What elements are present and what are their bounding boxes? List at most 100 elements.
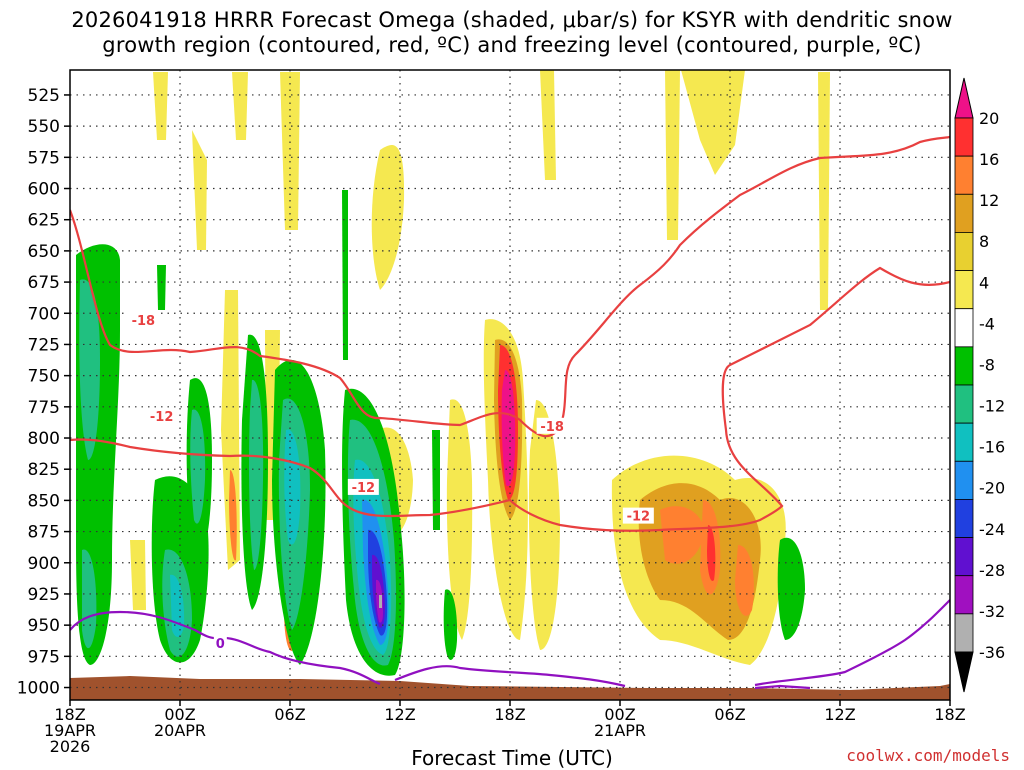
isotherm-minus18	[70, 135, 950, 438]
x-tick-label: 00Z	[164, 705, 195, 724]
omega-neg-area	[342, 190, 348, 360]
freezing-level-0c	[754, 684, 811, 690]
colorbar-swatch	[954, 537, 974, 577]
colorbar-label: -20	[979, 479, 1005, 498]
x-tick-label: 18Z	[494, 705, 525, 724]
omega-neg-area	[432, 430, 440, 530]
contour-label-bg	[127, 311, 159, 328]
omega-pos-area	[280, 72, 300, 230]
colorbar-label: 12	[979, 191, 999, 210]
omega-pos-area	[371, 145, 405, 290]
contour-label-bg	[146, 407, 178, 424]
colorbar-swatch	[954, 117, 974, 157]
y-tick-label: 925	[28, 585, 60, 605]
y-tick-label: 600	[28, 180, 60, 200]
x-tick-label: 18Z	[54, 705, 85, 724]
contour-label-bg	[622, 507, 654, 524]
isotherm-label: -12	[352, 481, 376, 496]
contour-labels: -18 -12 -12 -18 -12 0	[127, 311, 654, 652]
omega-shading	[70, 70, 950, 700]
colorbar-label: 20	[979, 109, 999, 128]
colorbar-label: 8	[979, 232, 989, 251]
omega-strong-area	[707, 525, 716, 581]
x-tick-label: 19APR	[44, 721, 96, 740]
contour-label-bg	[536, 417, 568, 434]
colorbar-label: -12	[979, 397, 1005, 416]
y-tick-label: 825	[28, 460, 60, 480]
omega-pos-area	[232, 72, 248, 140]
omega-neg-strong	[284, 429, 301, 545]
colorbar-swatch	[954, 346, 974, 386]
y-tick-label: 850	[28, 491, 60, 511]
omega-strong-area	[501, 370, 516, 487]
y-tick-label: 1000	[17, 679, 60, 699]
omega-neg-strong	[379, 595, 382, 608]
colorbar-swatch	[954, 232, 974, 271]
colorbar: 20 16 12 8 4 -4 -8 -12 -16 -20 -24 -28 -32 -36	[954, 77, 1005, 693]
x-tick-label: 12Z	[384, 705, 415, 724]
x-axis-label: Forecast Time (UTC)	[411, 746, 613, 770]
colorbar-label: -16	[979, 438, 1005, 457]
y-tick-label: 875	[28, 523, 60, 543]
omega-pos-area	[130, 540, 146, 610]
y-tick-label: 900	[28, 554, 60, 574]
x-tick-label: 20APR	[154, 721, 206, 740]
y-tick-label: 725	[28, 335, 60, 355]
y-tick-label: 975	[28, 647, 60, 667]
y-tick-label: 650	[28, 242, 60, 262]
omega-neg-strong	[82, 549, 97, 649]
omega-pos-area	[192, 130, 207, 250]
omega-pos-area	[665, 70, 680, 240]
colorbar-swatch	[954, 193, 974, 233]
colorbar-label: 4	[979, 273, 989, 292]
colorbar-label: -36	[979, 643, 1005, 662]
contour-label-bg	[213, 634, 227, 651]
omega-pos-area	[153, 72, 168, 140]
omega-strong-area	[660, 506, 705, 564]
credit-text: coolwx.com/models	[846, 746, 1010, 765]
colorbar-swatch	[954, 499, 974, 538]
colorbar-bottom-arrow	[954, 651, 974, 693]
chart-title-line-1: 2026041918 HRRR Forecast Omega (shaded, …	[71, 8, 953, 32]
colorbar-swatch	[954, 460, 974, 500]
omega-neg-area	[443, 589, 458, 660]
x-tick-label: 12Z	[824, 705, 855, 724]
y-tick-label: 575	[28, 148, 60, 168]
colorbar-swatch	[954, 155, 974, 195]
omega-strong-area	[229, 470, 237, 561]
isotherm-label: -12	[150, 410, 174, 425]
y-tick-label: 950	[28, 616, 60, 636]
colorbar-swatch	[954, 308, 974, 348]
contour-label-bg	[347, 478, 379, 495]
chart-title-line-2: growth region (contoured, red, ºC) and f…	[102, 33, 922, 57]
omega-pos-area	[446, 399, 473, 640]
y-tick-label: 750	[28, 367, 60, 387]
isotherm-label: -18	[540, 420, 564, 435]
omega-neg-strong	[79, 279, 100, 460]
y-tick-label: 775	[28, 398, 60, 418]
isotherm-label: -12	[627, 510, 651, 525]
omega-pos-area	[818, 72, 830, 310]
colorbar-swatch	[954, 384, 974, 424]
x-tick-label: 21APR	[594, 721, 646, 740]
colorbar-label: -8	[979, 355, 995, 374]
isotherm-label: 0	[216, 637, 225, 652]
y-tick-label: 550	[28, 117, 60, 137]
omega-pos-area	[681, 70, 745, 175]
gridlines	[70, 70, 950, 700]
y-tick-label: 700	[28, 304, 60, 324]
colorbar-swatch	[954, 270, 974, 310]
isotherm-minus12	[70, 266, 950, 532]
isotherm-label: -18	[132, 314, 156, 329]
colorbar-swatch	[954, 575, 974, 615]
colorbar-swatch	[954, 613, 974, 653]
x-tick-label: 00Z	[604, 705, 635, 724]
y-tick-label: 525	[28, 86, 60, 106]
colorbar-label: -32	[979, 602, 1005, 621]
x-tick-label: 06Z	[274, 705, 305, 724]
colorbar-label: 16	[979, 150, 999, 169]
omega-neg-strong	[249, 379, 264, 570]
colorbar-label: -28	[979, 561, 1005, 580]
y-axis-pressure: 525 550 575 600 625 650 675 700 725 750 775 800 825 8…	[17, 86, 70, 699]
